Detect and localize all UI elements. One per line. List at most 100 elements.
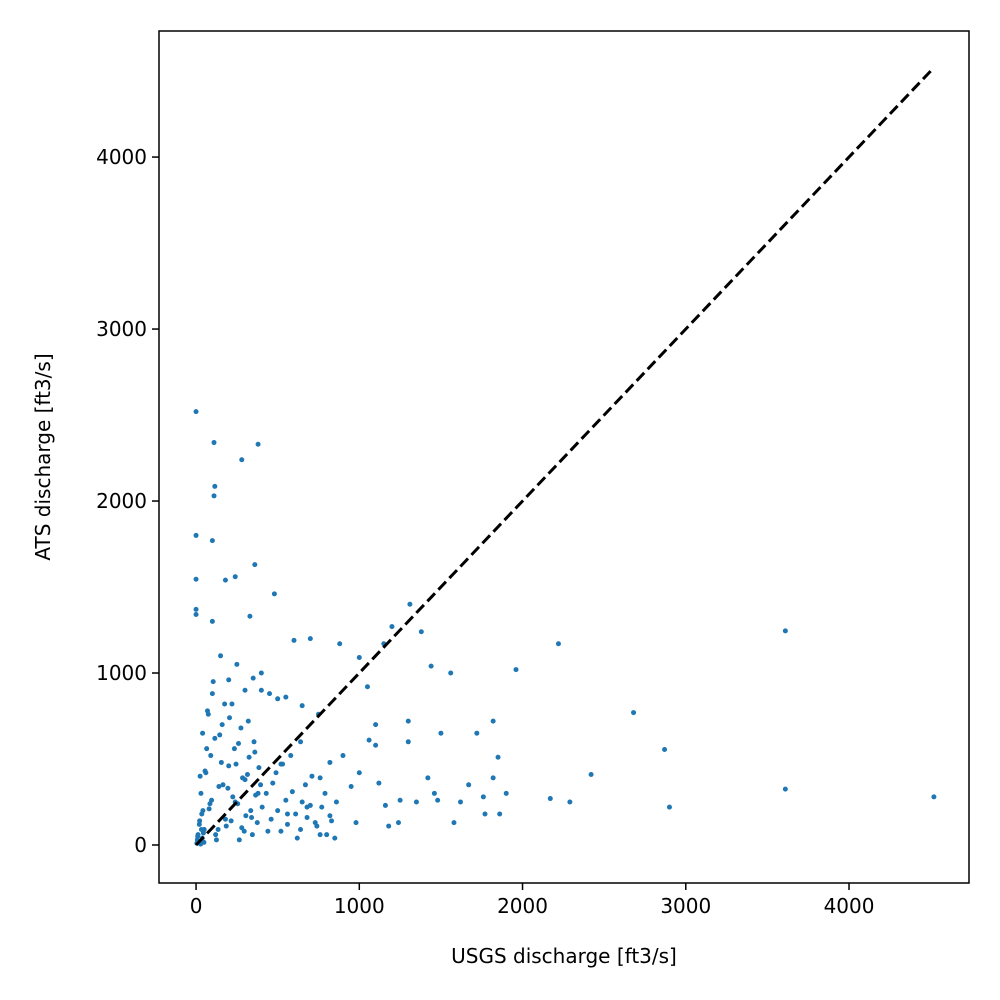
point xyxy=(283,694,289,700)
point xyxy=(239,457,245,463)
point xyxy=(249,832,255,838)
point xyxy=(425,775,431,781)
point xyxy=(238,725,244,731)
point xyxy=(230,794,236,800)
point xyxy=(206,806,212,812)
y-tick-label: 0 xyxy=(134,833,147,857)
point xyxy=(386,823,392,829)
point xyxy=(213,832,219,838)
point xyxy=(490,718,496,724)
point xyxy=(547,796,553,802)
point xyxy=(418,629,424,635)
point xyxy=(223,823,229,829)
point xyxy=(233,761,239,767)
point xyxy=(275,808,281,814)
point xyxy=(258,687,264,693)
point xyxy=(225,785,231,791)
point xyxy=(226,677,232,683)
point xyxy=(931,794,937,800)
point xyxy=(193,409,199,415)
point xyxy=(211,493,217,499)
point xyxy=(220,782,226,788)
point xyxy=(567,799,573,805)
point xyxy=(428,663,434,669)
point xyxy=(298,739,304,745)
point xyxy=(252,562,258,568)
point xyxy=(324,832,330,838)
x-tick-label: 4000 xyxy=(824,894,875,918)
point xyxy=(405,718,411,724)
point xyxy=(431,790,437,796)
point xyxy=(289,789,295,795)
point xyxy=(263,790,269,796)
point xyxy=(413,799,419,805)
point xyxy=(373,742,379,748)
point xyxy=(205,711,211,717)
point xyxy=(232,574,238,580)
point xyxy=(258,670,264,676)
point xyxy=(337,641,343,647)
x-axis-label: USGS discharge [ft3/s] xyxy=(451,944,677,968)
point xyxy=(329,818,335,824)
point xyxy=(273,770,279,776)
point xyxy=(495,754,501,760)
point xyxy=(197,818,203,824)
point xyxy=(242,687,248,693)
point xyxy=(291,637,297,643)
point xyxy=(247,613,253,619)
point xyxy=(222,701,228,707)
point xyxy=(782,786,788,792)
point xyxy=(255,441,261,447)
point xyxy=(258,782,264,788)
point xyxy=(332,835,338,841)
point xyxy=(250,675,256,681)
point xyxy=(231,746,237,752)
point xyxy=(256,765,262,771)
x-tick-label: 3000 xyxy=(660,894,711,918)
point xyxy=(202,768,208,774)
y-tick-label: 2000 xyxy=(96,489,147,513)
point xyxy=(448,670,454,676)
plot-frame xyxy=(158,30,970,884)
point xyxy=(218,759,224,765)
point xyxy=(227,715,233,721)
point xyxy=(327,813,333,819)
point xyxy=(588,771,594,777)
point xyxy=(314,823,320,829)
point xyxy=(253,792,259,798)
point xyxy=(302,782,308,788)
point xyxy=(294,835,300,841)
point xyxy=(397,797,403,803)
y-tick-label: 3000 xyxy=(96,317,147,341)
point xyxy=(407,601,413,607)
point xyxy=(307,636,313,642)
point xyxy=(245,718,251,724)
point xyxy=(405,739,411,745)
point xyxy=(348,784,354,790)
point xyxy=(271,591,277,597)
point xyxy=(259,804,265,810)
point xyxy=(215,827,221,833)
point xyxy=(218,653,224,659)
point xyxy=(278,828,284,834)
point xyxy=(451,820,457,826)
point xyxy=(193,532,199,538)
point xyxy=(435,797,441,803)
point xyxy=(211,440,217,446)
point xyxy=(662,747,668,753)
point xyxy=(234,661,240,667)
point xyxy=(482,811,488,817)
point xyxy=(333,799,339,805)
point xyxy=(251,739,257,745)
point xyxy=(222,816,228,822)
point xyxy=(268,816,274,822)
point xyxy=(193,606,199,612)
point xyxy=(307,802,313,808)
point xyxy=(382,802,388,808)
point xyxy=(373,722,379,728)
point xyxy=(319,804,325,810)
point xyxy=(438,730,444,736)
point xyxy=(283,797,289,803)
point xyxy=(490,775,496,781)
point xyxy=(219,722,225,728)
